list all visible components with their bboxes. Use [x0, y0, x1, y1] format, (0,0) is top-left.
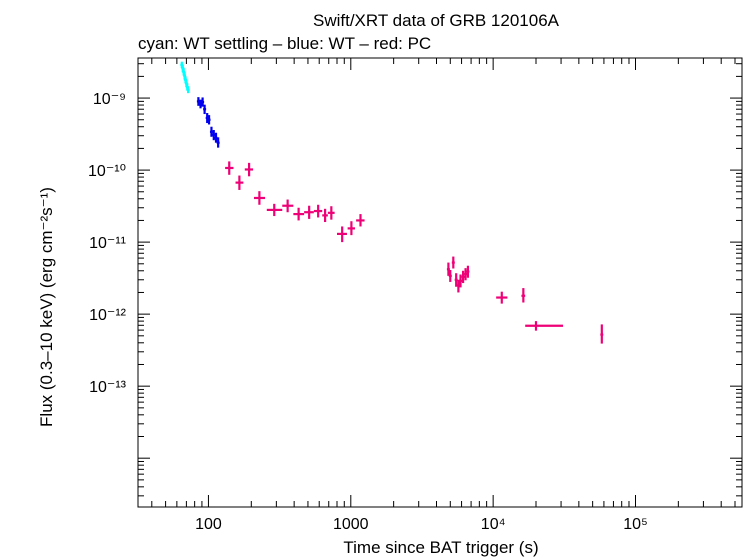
plot-area: [137, 57, 743, 508]
y-tick-label: 10⁻¹³: [89, 379, 127, 396]
data-point-pc: [266, 203, 283, 217]
data-point-wt: [207, 115, 211, 125]
data-point-wt: [216, 137, 220, 148]
data-points: [180, 61, 604, 344]
data-point-pc: [600, 324, 604, 344]
data-point-pc: [356, 214, 365, 227]
data-point-pc: [347, 221, 355, 236]
data-point-pc: [461, 270, 465, 284]
data-point-pc: [521, 288, 526, 303]
data-point-wt: [212, 130, 216, 141]
data-point-pc: [454, 273, 458, 287]
x-tick-label: 100: [195, 516, 222, 533]
data-point-pc: [525, 321, 564, 331]
data-point-wt: [214, 132, 218, 143]
x-axis-label: Time since BAT trigger (s): [343, 538, 538, 557]
series-pc: [225, 161, 604, 344]
data-point-pc: [448, 270, 452, 282]
y-tick-label: 10⁻¹¹: [89, 235, 126, 252]
data-point-pc: [322, 208, 328, 223]
data-point-pc: [244, 162, 254, 177]
data-point-pc: [327, 206, 335, 220]
y-tick-label: 10⁻¹²: [89, 307, 127, 324]
series-wt-settling: [180, 61, 190, 94]
data-point-pc: [459, 274, 463, 288]
x-tick-label: 10⁴: [481, 516, 506, 533]
data-point-wt: [203, 104, 207, 115]
plot-frame: [137, 57, 743, 508]
data-point-pc: [446, 262, 450, 276]
data-point-pc: [254, 191, 266, 205]
data-point-wt: [209, 126, 213, 137]
series-wt: [196, 97, 220, 148]
data-point-pc: [466, 265, 470, 278]
data-point-wt-settling: [186, 86, 190, 94]
x-tick-label: 10⁵: [623, 516, 647, 533]
y-tick-label: 10⁻⁹: [93, 91, 126, 108]
data-point-pc: [225, 161, 234, 175]
data-point-pc: [496, 291, 508, 304]
data-point-pc: [451, 256, 455, 269]
y-tick-label: 10⁻¹⁰: [88, 163, 126, 180]
data-point-wt: [196, 97, 200, 106]
data-point-pc: [282, 199, 294, 213]
data-point-pc: [464, 268, 468, 281]
data-point-pc: [304, 205, 314, 219]
tick-labels: 100 1000 10⁴ 10⁵ 10⁻⁹ 10⁻¹⁰ 10⁻¹¹ 10⁻¹² 10⁻¹³: [88, 91, 648, 533]
data-point-pc: [456, 279, 460, 293]
data-point-wt: [201, 97, 205, 107]
chart-title: Swift/XRT data of GRB 120106A: [313, 11, 560, 30]
x-tick-label: 1000: [333, 516, 369, 533]
y-axis-label: Flux (0.3–10 keV) (erg cm⁻²s⁻¹): [37, 187, 56, 427]
axis-ticks: [138, 58, 742, 507]
chart-subtitle: cyan: WT settling – blue: WT – red: PC: [138, 34, 431, 53]
data-point-pc: [313, 204, 323, 218]
data-point-pc: [336, 226, 347, 243]
data-point-pc: [235, 175, 244, 190]
data-point-pc: [293, 207, 305, 221]
